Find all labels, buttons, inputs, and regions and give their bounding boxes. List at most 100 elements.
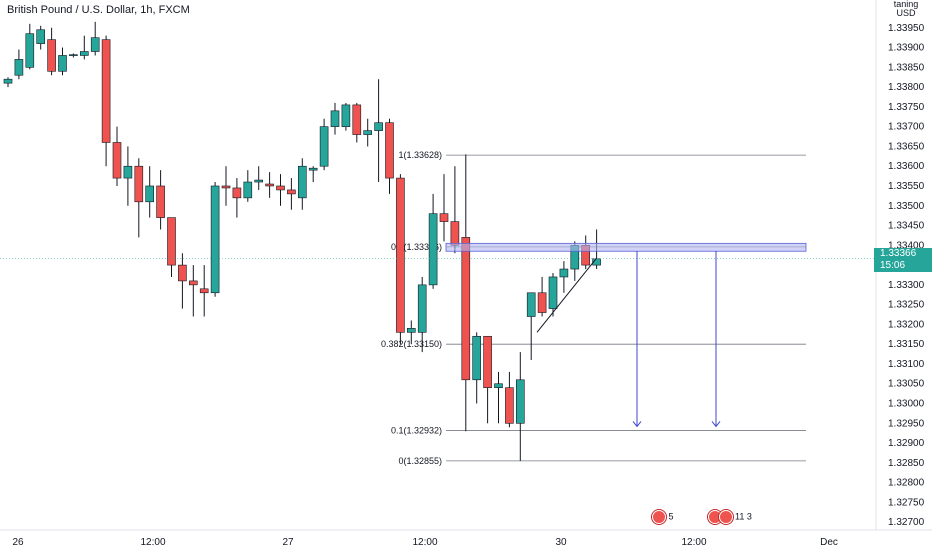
axis-top-line: taning: [893, 0, 919, 9]
candle: [548, 273, 558, 317]
candle-body: [145, 185, 154, 203]
candle-body: [406, 328, 416, 333]
last-price: 1.33366: [880, 248, 917, 259]
candle: [112, 126, 122, 186]
candle: [80, 35, 89, 60]
candle-body: [592, 258, 601, 266]
candle: [396, 174, 405, 345]
candle-body: [232, 187, 242, 199]
drawings: [0, 242, 876, 428]
chart-title: British Pound / U.S. Dollar, 1h, FXCM: [7, 4, 190, 16]
candle: [90, 21, 100, 56]
candle: [36, 25, 46, 50]
price-tick-label: 1.32900: [888, 438, 925, 449]
candle: [341, 102, 351, 131]
candle-body: [526, 292, 536, 317]
price-tick-label: 1.33550: [888, 181, 925, 192]
candle: [406, 320, 416, 345]
candle-body: [3, 78, 13, 84]
candle: [330, 102, 340, 135]
candle: [450, 166, 460, 254]
price-tick-label: 1.33850: [888, 62, 925, 73]
price-tick-label: 1.33700: [888, 122, 925, 133]
candle-body: [101, 39, 111, 143]
price-tick-label: 1.33100: [888, 359, 925, 370]
candle: [101, 35, 111, 167]
candle-body: [537, 292, 547, 313]
price-tick-label: 1.33050: [888, 379, 925, 390]
time-tick-label: 26: [12, 537, 24, 548]
price-tick-label: 1.33300: [888, 280, 925, 291]
price-tick-label: 1.33250: [888, 300, 925, 311]
candle-body: [352, 104, 362, 135]
price-axis: 1.32700 1.32750 1.32800 1.32850 1.32900 1.329…: [875, 0, 925, 530]
candle: [287, 178, 296, 210]
candle-body: [297, 165, 307, 199]
candle-body: [417, 284, 427, 333]
candle: [243, 170, 253, 202]
price-tick-label: 1.33650: [888, 141, 925, 152]
price-tick-label: 1.33750: [888, 102, 925, 113]
price-tick-label: 1.32950: [888, 418, 925, 429]
time-tick-label: 30: [555, 537, 567, 548]
price-tick-label: 1.33200: [888, 319, 925, 330]
price-tick-label: 1.33500: [888, 201, 925, 212]
price-tick-label: 1.33450: [888, 221, 925, 232]
candle: [221, 166, 231, 206]
candle-body: [189, 280, 198, 286]
time-axis: 26 12:00 27 12:00 30 12:00 Dec: [0, 529, 932, 548]
candle: [526, 292, 536, 361]
candle: [428, 193, 438, 289]
candle-body: [363, 130, 373, 135]
candle: [385, 118, 394, 194]
candle: [505, 371, 514, 428]
candle-body: [210, 185, 220, 294]
candle-body: [559, 268, 569, 278]
price-tick-label: 1.33150: [888, 339, 925, 350]
candle: [3, 77, 13, 88]
price-tick-label: 1.33900: [888, 43, 925, 54]
time-tick-label: 27: [282, 537, 294, 548]
candle-body: [319, 126, 329, 167]
candle: [461, 154, 471, 432]
candle-body: [69, 54, 78, 56]
candle-body: [472, 335, 482, 381]
last-price-badge[interactable]: 1.33366 15:06: [874, 248, 932, 272]
event-marker[interactable]: 5: [652, 510, 674, 524]
candle: [210, 182, 220, 297]
candle: [47, 27, 56, 76]
axis-currency: USD: [896, 8, 916, 18]
countdown: 15:06: [880, 260, 906, 271]
candle: [189, 265, 198, 317]
candle-body: [515, 379, 525, 424]
candle-body: [265, 183, 274, 187]
uk-flag-icon: [652, 510, 666, 524]
event-count: 11: [735, 511, 745, 522]
candle-body: [374, 122, 383, 131]
candle: [374, 79, 383, 183]
candles: [3, 21, 601, 461]
candle: [483, 335, 492, 424]
event-marker[interactable]: 11 3: [708, 510, 752, 524]
candle-body: [80, 51, 89, 56]
trend-line: [536, 258, 597, 333]
resistance-zone: [445, 242, 807, 252]
candle: [58, 47, 67, 76]
candle: [156, 170, 165, 230]
price-tick-label: 1.32800: [888, 478, 925, 489]
arrow-head: [711, 421, 721, 428]
fib-retracement: 1(1.33628)0.7(1.33396)0.382(1.33150)0.1(…: [381, 150, 806, 466]
candle-body: [505, 387, 514, 424]
candle-body: [90, 37, 100, 52]
candle: [537, 276, 547, 317]
candle-body: [450, 221, 460, 246]
candle-body: [254, 179, 263, 183]
candle-body: [221, 185, 231, 189]
candle-body: [330, 110, 340, 127]
time-tick-label: Dec: [820, 537, 838, 548]
candle-body: [167, 217, 176, 266]
candle-body: [548, 276, 558, 309]
candle: [515, 352, 525, 461]
time-tick-label: 12:00: [140, 537, 165, 548]
